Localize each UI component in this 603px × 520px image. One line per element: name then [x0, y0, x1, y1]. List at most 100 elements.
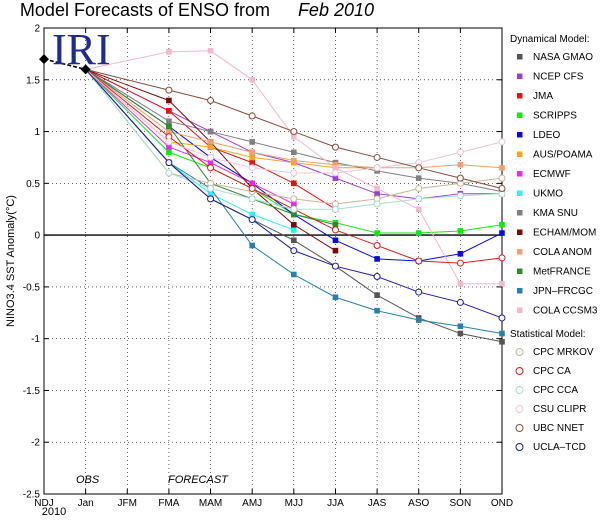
data-point — [249, 211, 255, 218]
data-point — [332, 247, 339, 254]
data-point — [457, 161, 464, 168]
data-point — [456, 174, 464, 182]
observed-point — [39, 54, 49, 65]
data-point — [291, 237, 297, 244]
legend-item: SCRIPPS — [517, 111, 577, 122]
series-line — [85, 69, 503, 334]
legend-label: JMA — [533, 91, 553, 102]
x-tick-label: OND — [491, 498, 513, 509]
data-point — [374, 190, 380, 197]
data-point — [374, 307, 380, 314]
data-point — [331, 143, 339, 151]
data-point — [415, 195, 423, 203]
data-point — [249, 159, 255, 166]
data-point — [166, 49, 172, 55]
legend-item: COLA ANOM — [517, 247, 592, 258]
data-point — [290, 205, 298, 213]
data-point — [373, 164, 381, 172]
data-point — [207, 139, 214, 145]
x-tick-label: MAM — [199, 498, 222, 509]
legend-marker — [517, 112, 523, 118]
legend-item: LDEO — [517, 130, 560, 141]
data-point — [166, 108, 172, 114]
y-tick-label: -1.5 — [23, 386, 41, 397]
series-line — [85, 69, 503, 205]
data-point — [249, 76, 255, 83]
data-point — [291, 271, 297, 278]
legend-marker — [517, 93, 523, 99]
series-ubc-nnet — [85, 68, 506, 193]
y-tick-label: 1.5 — [26, 75, 40, 86]
data-point — [331, 205, 339, 213]
data-point — [165, 169, 173, 177]
series-observed — [39, 54, 91, 75]
series-line — [85, 50, 502, 285]
data-point — [415, 206, 422, 213]
legend-marker — [517, 54, 523, 60]
data-point — [207, 96, 215, 104]
legend-marker — [515, 424, 524, 432]
legend-marker — [517, 249, 523, 255]
data-point — [166, 144, 172, 150]
data-point — [499, 230, 505, 236]
series-line — [85, 69, 503, 262]
legend-label: CPC CCA — [533, 385, 578, 396]
legend-item: CPC MRKOV — [515, 347, 594, 358]
legend-marker — [517, 73, 523, 79]
data-point — [249, 242, 255, 249]
legend-item: UKMO — [517, 189, 563, 200]
data-point — [165, 138, 173, 146]
legend-label: KMA SNU — [533, 208, 578, 219]
legend-item: ECMWF — [517, 169, 571, 180]
data-point — [290, 169, 298, 177]
data-point — [290, 247, 298, 255]
x-tick-label: AMJ — [242, 498, 262, 509]
data-point — [291, 211, 297, 218]
data-point — [498, 254, 506, 262]
data-point — [249, 149, 255, 156]
iri-logo: IRI — [52, 25, 111, 74]
chart-title-text: Model Forecasts of ENSO from — [20, 0, 270, 20]
series-line — [85, 69, 503, 234]
legend-marker — [515, 367, 524, 375]
legend-label: MetFRANCE — [533, 267, 591, 278]
data-point — [207, 159, 214, 166]
data-point — [248, 216, 256, 224]
annotation-obs: OBS — [76, 474, 100, 486]
x-tick-label: SON — [450, 498, 472, 509]
legend-heading-dynamical: Dynamical Model: — [510, 34, 589, 45]
legend-item: COLA CCSM3 — [517, 306, 598, 317]
data-point — [499, 330, 505, 337]
series-line — [85, 69, 503, 319]
observed-line — [43, 58, 86, 71]
legend-label: AUS/POAMA — [533, 150, 593, 161]
data-point — [290, 128, 298, 136]
data-point — [415, 230, 422, 236]
x-tick-label: MJJ — [285, 498, 303, 509]
data-point — [456, 298, 464, 306]
data-point — [166, 128, 172, 135]
data-point — [291, 201, 297, 207]
data-point — [166, 123, 172, 130]
series-cpc-ca — [85, 69, 506, 267]
data-point — [456, 148, 464, 156]
legend-marker — [517, 210, 523, 216]
data-point — [291, 133, 297, 140]
legend-item: ECHAM/MOM — [517, 228, 596, 239]
data-point — [415, 164, 423, 172]
data-point — [331, 262, 339, 270]
legend-label: SCRIPPS — [533, 111, 577, 122]
legend-item: MetFRANCE — [517, 267, 591, 278]
data-point — [373, 153, 381, 161]
data-point — [374, 292, 380, 298]
legend-heading-statistical: Statistical Model: — [510, 329, 586, 340]
y-tick-label: 2 — [34, 24, 40, 35]
series-cola-ccsm3 — [85, 47, 505, 287]
series-line — [85, 69, 336, 226]
legend-label: NCEP CFS — [533, 72, 584, 83]
legend-label: CSU CLIPR — [533, 404, 586, 415]
legend-label: COLA CCSM3 — [533, 306, 598, 317]
data-point — [374, 256, 380, 262]
data-point — [374, 230, 380, 236]
